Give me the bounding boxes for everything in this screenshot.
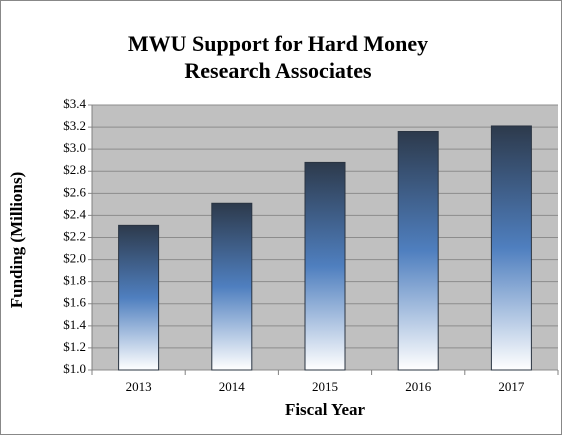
x-tick-label: 2017 xyxy=(498,379,525,394)
y-tick-label: $1.4 xyxy=(63,317,86,332)
y-tick-label: $2.2 xyxy=(63,228,86,243)
y-axis-label: Funding (Millions) xyxy=(7,172,26,309)
x-tick-label: 2013 xyxy=(126,379,152,394)
bar xyxy=(397,131,439,371)
y-tick-label: $1.8 xyxy=(63,273,86,288)
x-axis-label: Fiscal Year xyxy=(285,400,366,419)
bar xyxy=(118,224,160,371)
x-tick-label: 2014 xyxy=(219,379,246,394)
x-tick-label: 2016 xyxy=(405,379,432,394)
x-tick-label: 2015 xyxy=(312,379,338,394)
bar xyxy=(211,202,253,371)
y-tick-label: $2.0 xyxy=(63,251,86,266)
y-tick-label: $2.6 xyxy=(63,184,86,199)
bar xyxy=(304,161,346,371)
y-tick-label: $2.4 xyxy=(63,206,86,221)
chart-title: MWU Support for Hard Money Research Asso… xyxy=(127,31,429,83)
y-tick-label: $1.0 xyxy=(63,361,86,376)
y-tick-label: $1.2 xyxy=(63,339,86,354)
bar xyxy=(490,125,532,371)
y-tick-label: $3.4 xyxy=(63,96,86,111)
y-tick-label: $1.6 xyxy=(63,295,86,310)
y-tick-label: $3.2 xyxy=(63,118,86,133)
y-tick-label: $2.8 xyxy=(63,162,86,177)
y-tick-label: $3.0 xyxy=(63,140,86,155)
